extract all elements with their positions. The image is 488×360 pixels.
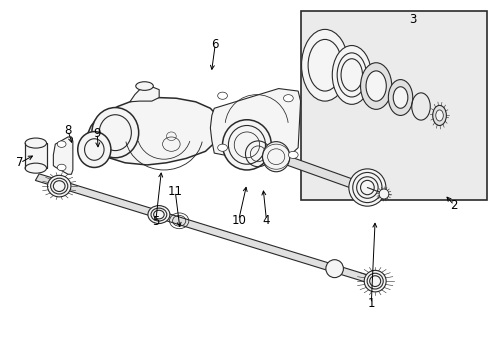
Ellipse shape [378,189,388,199]
Text: 5: 5 [152,215,159,228]
Text: 1: 1 [367,297,374,310]
Text: 10: 10 [231,214,245,227]
Polygon shape [86,98,220,165]
Ellipse shape [262,141,289,172]
Ellipse shape [25,163,46,173]
Ellipse shape [78,132,111,167]
Ellipse shape [222,120,271,170]
Ellipse shape [136,82,153,90]
Ellipse shape [288,151,298,158]
Text: 8: 8 [64,124,72,137]
Text: 9: 9 [93,127,101,140]
Ellipse shape [364,270,386,292]
Ellipse shape [57,141,66,147]
Ellipse shape [148,206,169,224]
Ellipse shape [301,30,347,101]
Text: 7: 7 [17,156,24,169]
Bar [25,143,46,168]
Ellipse shape [432,105,446,126]
Ellipse shape [307,40,341,91]
Ellipse shape [392,87,407,108]
Ellipse shape [340,59,362,91]
Polygon shape [53,137,73,174]
Polygon shape [271,152,366,192]
Text: 4: 4 [262,214,270,227]
Ellipse shape [217,92,227,99]
Text: 3: 3 [408,13,416,26]
Ellipse shape [387,80,412,116]
Ellipse shape [57,164,66,171]
Ellipse shape [25,138,46,148]
Bar [300,12,486,200]
Ellipse shape [360,63,391,109]
Ellipse shape [331,45,370,104]
Polygon shape [210,89,300,166]
Ellipse shape [435,110,443,121]
Text: 11: 11 [167,185,183,198]
Ellipse shape [325,260,343,278]
Polygon shape [35,174,376,284]
Text: 2: 2 [449,199,457,212]
Ellipse shape [92,108,139,158]
Text: 6: 6 [211,38,219,51]
Ellipse shape [365,71,386,101]
Polygon shape [130,87,159,102]
Ellipse shape [217,144,227,151]
Ellipse shape [348,169,385,206]
Ellipse shape [336,53,366,97]
Ellipse shape [47,175,71,197]
Ellipse shape [283,95,293,102]
